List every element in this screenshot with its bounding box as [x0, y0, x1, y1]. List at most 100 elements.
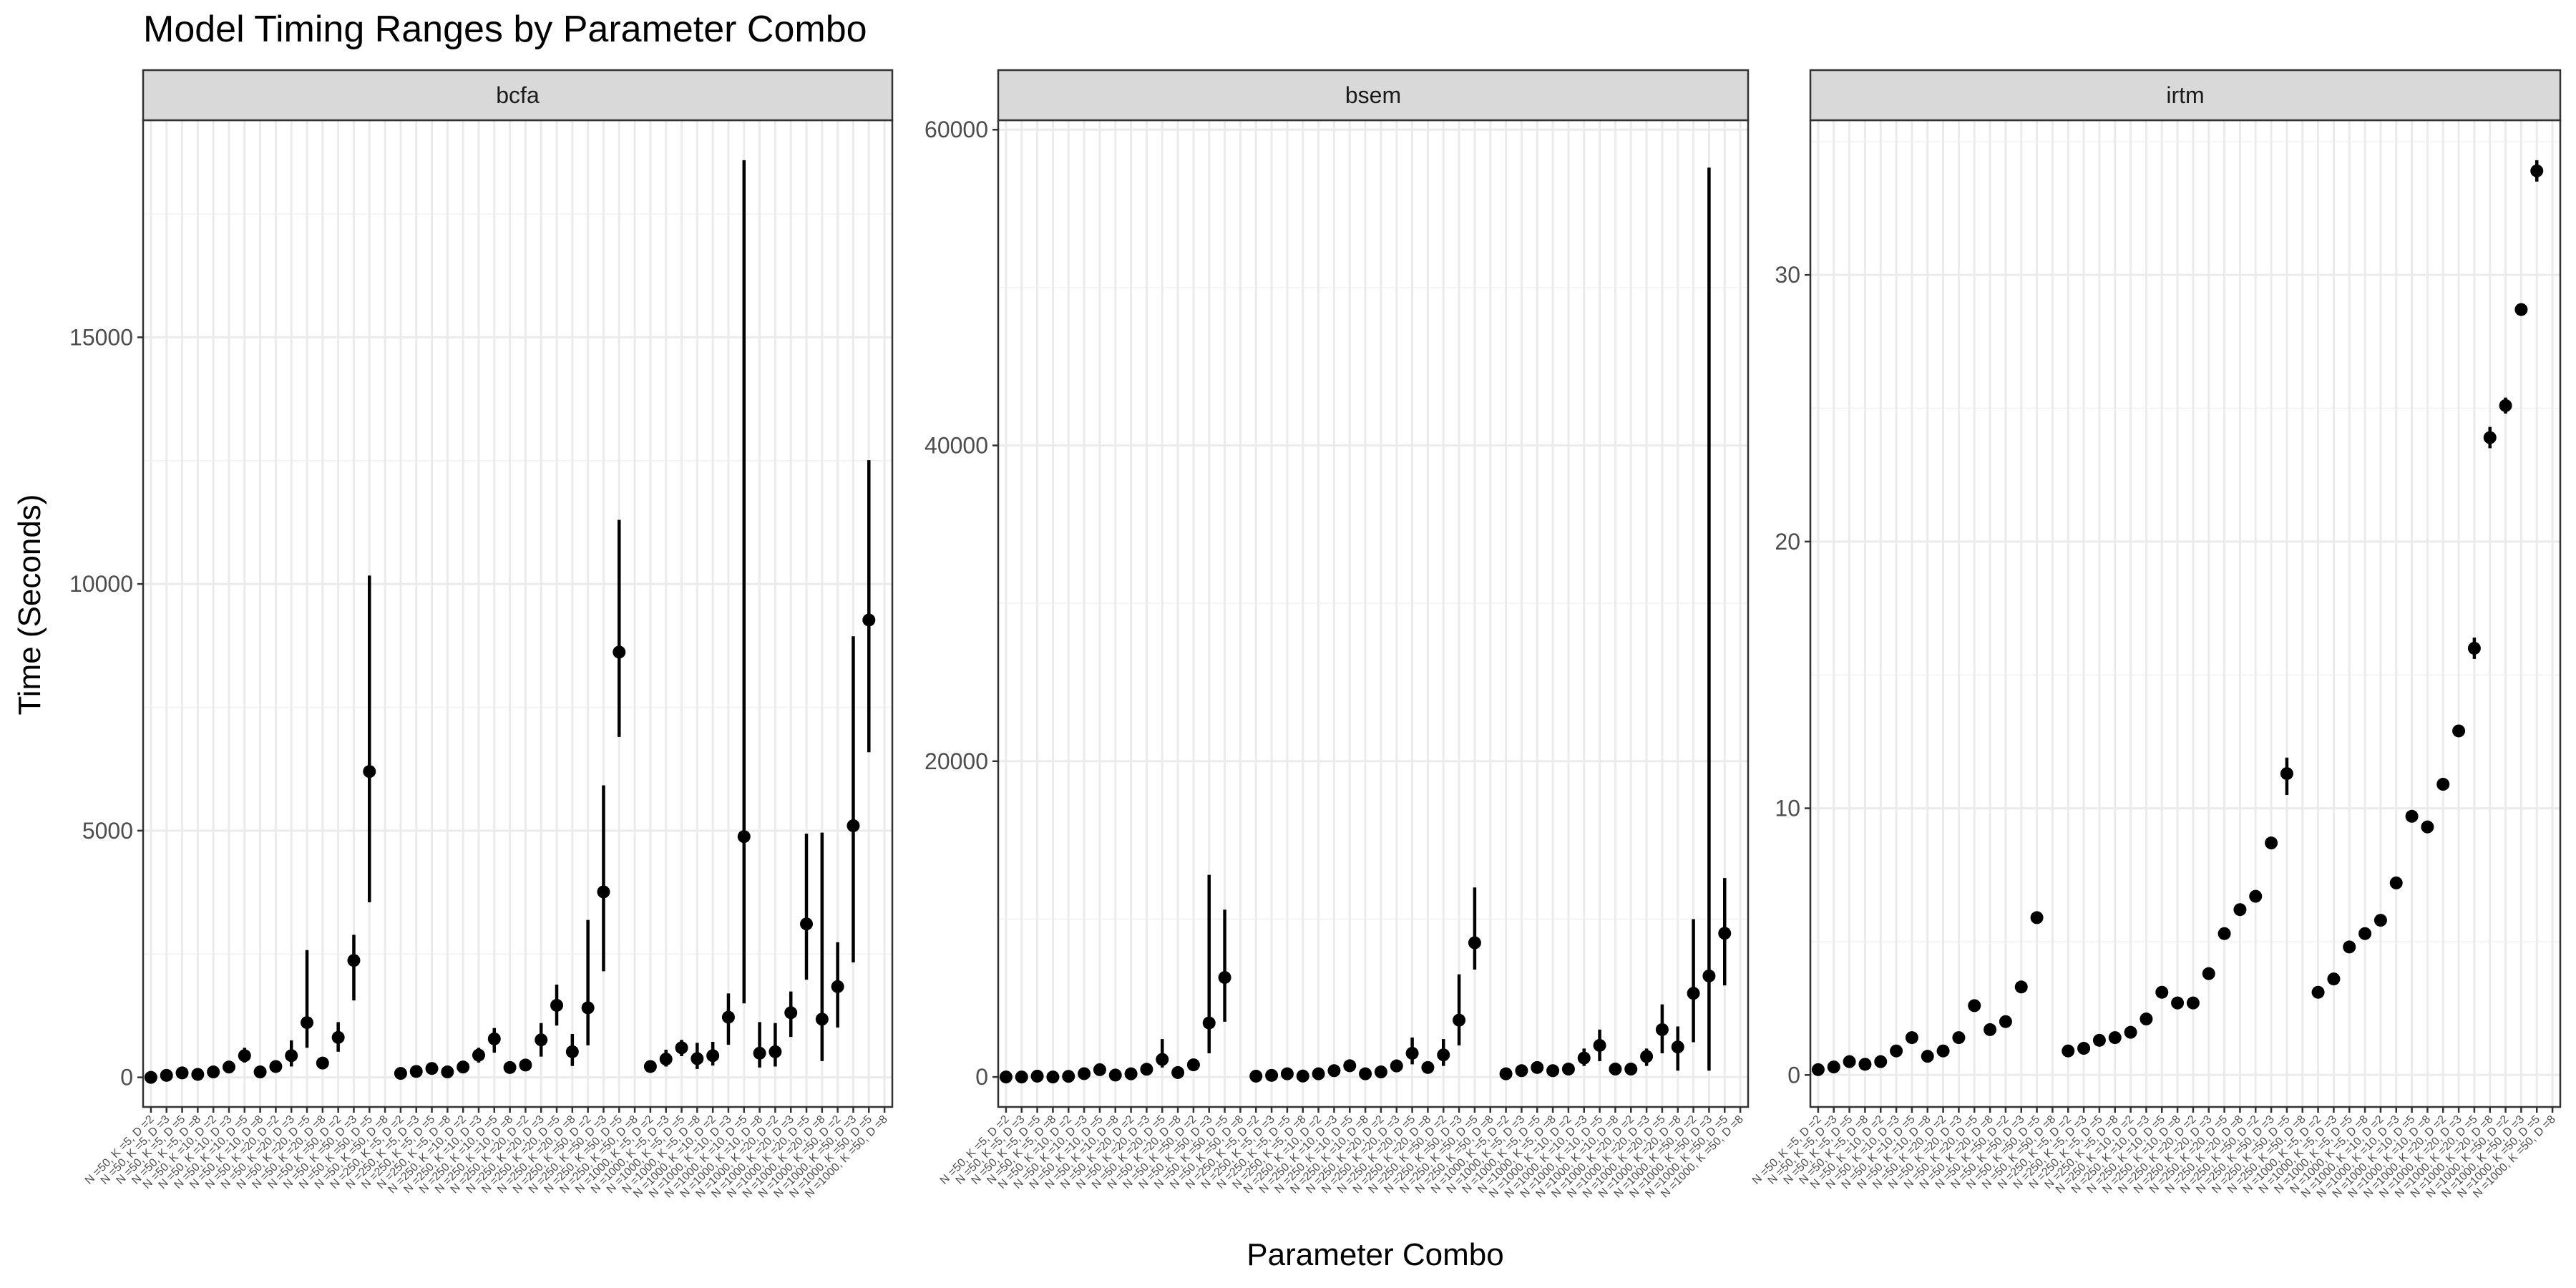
data-point [2280, 767, 2293, 781]
data-point [2014, 980, 2028, 994]
data-point [1327, 1064, 1341, 1078]
data-point [487, 1032, 501, 1045]
strip-label: bsem [1345, 82, 1401, 108]
y-tick-label: 20000 [924, 748, 988, 774]
data-point [1531, 1060, 1544, 1074]
y-tick-label: 30 [1775, 262, 1800, 288]
data-point [1046, 1070, 1060, 1084]
data-point [643, 1060, 657, 1073]
data-point [550, 998, 564, 1012]
data-point [1890, 1044, 1903, 1058]
data-point [2530, 164, 2544, 177]
strip-bcfa [142, 69, 894, 122]
data-point [769, 1045, 782, 1058]
data-point [2218, 927, 2231, 940]
data-point [2108, 1031, 2122, 1045]
data-point [1858, 1058, 1872, 1071]
data-point [1593, 1038, 1606, 1052]
y-tick-label: 10000 [69, 571, 133, 597]
data-point [363, 765, 376, 779]
panel-background [1810, 120, 2560, 1107]
data-point [2467, 641, 2481, 655]
data-point [1968, 999, 1981, 1013]
data-point [1609, 1063, 1622, 1076]
data-point [1671, 1040, 1684, 1054]
data-point [2124, 1025, 2137, 1039]
data-point [800, 917, 814, 931]
data-point [1062, 1070, 1075, 1083]
data-point [1952, 1031, 1966, 1045]
data-point [519, 1058, 532, 1072]
data-point [2343, 940, 2356, 954]
data-point [1921, 1050, 1934, 1063]
data-point [1561, 1063, 1575, 1076]
data-point [565, 1045, 579, 1058]
data-point [1078, 1067, 1091, 1080]
data-point [659, 1053, 673, 1066]
data-point [253, 1065, 267, 1079]
data-point [207, 1065, 220, 1079]
data-point [753, 1046, 766, 1060]
data-point [1687, 987, 1700, 1000]
data-point [175, 1066, 189, 1080]
data-point [862, 613, 876, 627]
strip-label: bcfa [496, 82, 540, 108]
data-point [613, 645, 626, 659]
data-point [191, 1068, 205, 1081]
data-point [1186, 1058, 1200, 1072]
data-point [301, 1016, 314, 1030]
y-tick-label: 0 [975, 1064, 988, 1090]
data-point [847, 819, 860, 832]
data-point [347, 954, 361, 967]
y-tick-label: 0 [1787, 1062, 1800, 1088]
chart-title: Model Timing Ranges by Parameter Combo [143, 9, 867, 50]
data-point [815, 1013, 829, 1026]
data-point [1999, 1015, 2012, 1028]
data-point [503, 1060, 517, 1074]
data-point [706, 1049, 720, 1063]
data-point [2140, 1013, 2153, 1026]
data-point [1108, 1068, 1122, 1082]
data-point [2186, 996, 2200, 1010]
data-point [2202, 967, 2215, 980]
data-point [1015, 1070, 1028, 1084]
data-point [1577, 1051, 1591, 1065]
data-point [721, 1010, 735, 1024]
data-point [316, 1056, 329, 1070]
data-point [2483, 431, 2497, 444]
data-point [441, 1065, 454, 1079]
data-point [1280, 1067, 1294, 1080]
data-point [1249, 1069, 1263, 1083]
strip-label: irtm [2166, 82, 2204, 108]
data-point [1124, 1067, 1138, 1080]
data-point [1811, 1063, 1825, 1076]
data-point [1515, 1064, 1528, 1078]
data-point [597, 885, 610, 899]
y-tick-label: 20 [1775, 529, 1800, 555]
data-point [2452, 724, 2466, 738]
data-point [1827, 1060, 1840, 1074]
data-point [269, 1060, 283, 1073]
data-point [1405, 1046, 1419, 1060]
data-point [2405, 809, 2419, 823]
data-point [409, 1065, 423, 1078]
data-point [2092, 1033, 2106, 1047]
data-point [1171, 1065, 1185, 1079]
data-point [238, 1049, 251, 1063]
panel-background [143, 120, 892, 1107]
data-point [1453, 1013, 1466, 1027]
data-point [2327, 972, 2341, 986]
y-tick-label: 0 [120, 1065, 133, 1091]
data-point [675, 1041, 688, 1055]
data-point [1093, 1063, 1106, 1076]
data-point [1030, 1069, 1044, 1083]
data-point [2265, 836, 2278, 850]
data-point [1390, 1059, 1403, 1073]
data-point [1296, 1069, 1309, 1083]
data-point [394, 1067, 407, 1080]
data-point [2311, 985, 2325, 999]
data-point [331, 1030, 345, 1044]
data-point [425, 1062, 439, 1075]
y-tick-label: 60000 [924, 117, 988, 142]
